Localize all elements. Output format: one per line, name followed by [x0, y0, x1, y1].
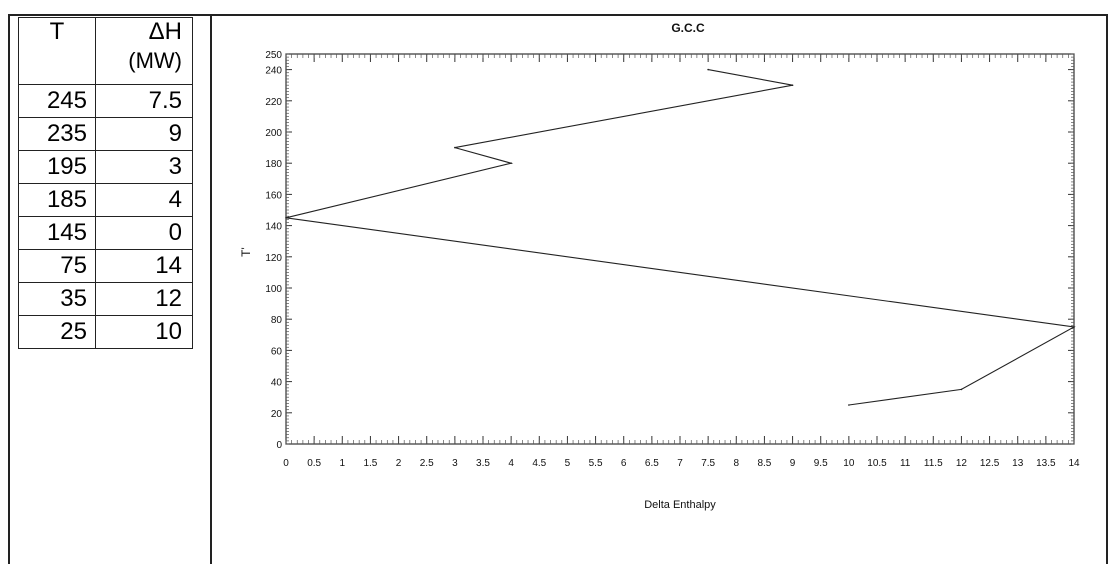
frame-left-border — [8, 14, 10, 564]
x-tick-label: 14 — [1068, 458, 1080, 469]
cell-dh: 0 — [95, 216, 193, 250]
y-tick-label: 120 — [265, 253, 282, 264]
cell-dh: 7.5 — [95, 84, 193, 118]
x-tick-label: 13.5 — [1036, 458, 1056, 469]
table-row: 25 10 — [18, 315, 193, 349]
cell-t: 25 — [18, 315, 96, 349]
y-tick-label: 240 — [265, 66, 282, 77]
x-tick-label: 3 — [452, 458, 458, 469]
cell-t: 235 — [18, 117, 96, 151]
frame-right-border — [1106, 14, 1108, 564]
frame-top-border — [8, 14, 1108, 16]
y-tick-label: 250 — [265, 50, 282, 61]
x-tick-label: 10 — [843, 458, 855, 469]
x-tick-label: 7 — [677, 458, 683, 469]
cell-t: 245 — [18, 84, 96, 118]
x-axis-ticks: 0 0.5 1 1.5 2 2.5 3 3.5 4 4.5 5 5.5 6 6.5 7 7.5 8 8.5 9 9.5… — [283, 54, 1080, 469]
x-tick-label: 11 — [900, 458, 911, 469]
cell-dh: 10 — [95, 315, 193, 349]
table-row: 145 0 — [18, 216, 193, 250]
x-tick-label: 1.5 — [363, 458, 377, 469]
x-tick-label: 4 — [508, 458, 514, 469]
x-tick-label: 9.5 — [814, 458, 828, 469]
x-tick-label: 1 — [340, 458, 346, 469]
table-row: 245 7.5 — [18, 84, 193, 118]
column-header-dh-unit: (MW) — [128, 48, 182, 73]
cell-t: 35 — [18, 282, 96, 316]
column-header-t-label: T — [49, 18, 65, 45]
x-tick-label: 13 — [1012, 458, 1024, 469]
series-point — [1073, 326, 1075, 328]
x-tick-label: 7.5 — [701, 458, 715, 469]
table-row: 35 12 — [18, 282, 193, 316]
y-tick-label: 140 — [265, 222, 282, 233]
series-point — [848, 404, 850, 406]
x-tick-label: 8 — [734, 458, 740, 469]
y-tick-label: 220 — [265, 97, 282, 108]
x-tick-label: 6.5 — [645, 458, 659, 469]
y-tick-label: 20 — [271, 409, 283, 420]
column-header-t: T — [18, 17, 96, 85]
cell-dh: 4 — [95, 183, 193, 217]
column-header-dh-label: ΔH — [148, 18, 182, 45]
temperature-enthalpy-table: T ΔH (MW) 245 7.5 235 9 195 3 185 4 145 0 75 1… — [18, 17, 193, 349]
chart-title: G.C.C — [671, 21, 705, 35]
y-axis-label: T' — [239, 247, 253, 257]
table-header-row: T ΔH (MW) — [18, 17, 193, 85]
series-point — [960, 388, 963, 391]
cell-dh: 9 — [95, 117, 193, 151]
table-row: 75 14 — [18, 249, 193, 283]
x-tick-label: 5.5 — [589, 458, 603, 469]
y-tick-label: 180 — [265, 159, 282, 170]
column-header-dh: ΔH (MW) — [95, 17, 193, 85]
x-axis-label: Delta Enthalpy — [644, 499, 716, 511]
x-tick-label: 2.5 — [420, 458, 434, 469]
x-tick-label: 3.5 — [476, 458, 490, 469]
cell-t: 185 — [18, 183, 96, 217]
x-tick-label: 2 — [396, 458, 402, 469]
table-row: 195 3 — [18, 150, 193, 184]
series-point — [285, 217, 287, 219]
x-tick-label: 0.5 — [307, 458, 321, 469]
x-tick-label: 9 — [790, 458, 796, 469]
x-tick-label: 12 — [956, 458, 968, 469]
x-tick-label: 10.5 — [867, 458, 887, 469]
cell-t: 195 — [18, 150, 96, 184]
x-tick-label: 4.5 — [532, 458, 546, 469]
y-tick-label: 80 — [271, 315, 283, 326]
y-tick-label: 160 — [265, 190, 282, 201]
x-tick-label: 6 — [621, 458, 627, 469]
series-point — [510, 162, 512, 164]
plot-area-frame — [285, 53, 1075, 445]
cell-dh: 12 — [95, 282, 193, 316]
minor-ticks — [285, 53, 1075, 445]
series-point — [707, 68, 709, 71]
cell-dh: 3 — [95, 150, 193, 184]
y-tick-label: 100 — [265, 284, 282, 295]
cell-dh: 14 — [95, 249, 193, 283]
series-point — [454, 146, 456, 149]
gcc-chart: G.C.C 0204060801001201401601802002202402… — [239, 21, 1080, 511]
table-row: 185 4 — [18, 183, 193, 217]
x-tick-label: 5 — [565, 458, 571, 469]
table-row: 235 9 — [18, 117, 193, 151]
x-tick-label: 11.5 — [924, 458, 943, 469]
y-tick-label: 200 — [265, 128, 282, 139]
y-tick-label: 60 — [271, 346, 283, 357]
y-tick-label: 0 — [276, 440, 282, 451]
x-tick-label: 0 — [283, 458, 289, 469]
gcc-series-line — [285, 69, 1076, 406]
frame-divider — [210, 14, 212, 564]
x-tick-label: 8.5 — [757, 458, 771, 469]
y-tick-label: 40 — [271, 378, 283, 389]
cell-t: 75 — [18, 249, 96, 283]
cell-t: 145 — [18, 216, 96, 250]
x-tick-label: 12.5 — [980, 458, 1000, 469]
series-point — [791, 84, 794, 86]
